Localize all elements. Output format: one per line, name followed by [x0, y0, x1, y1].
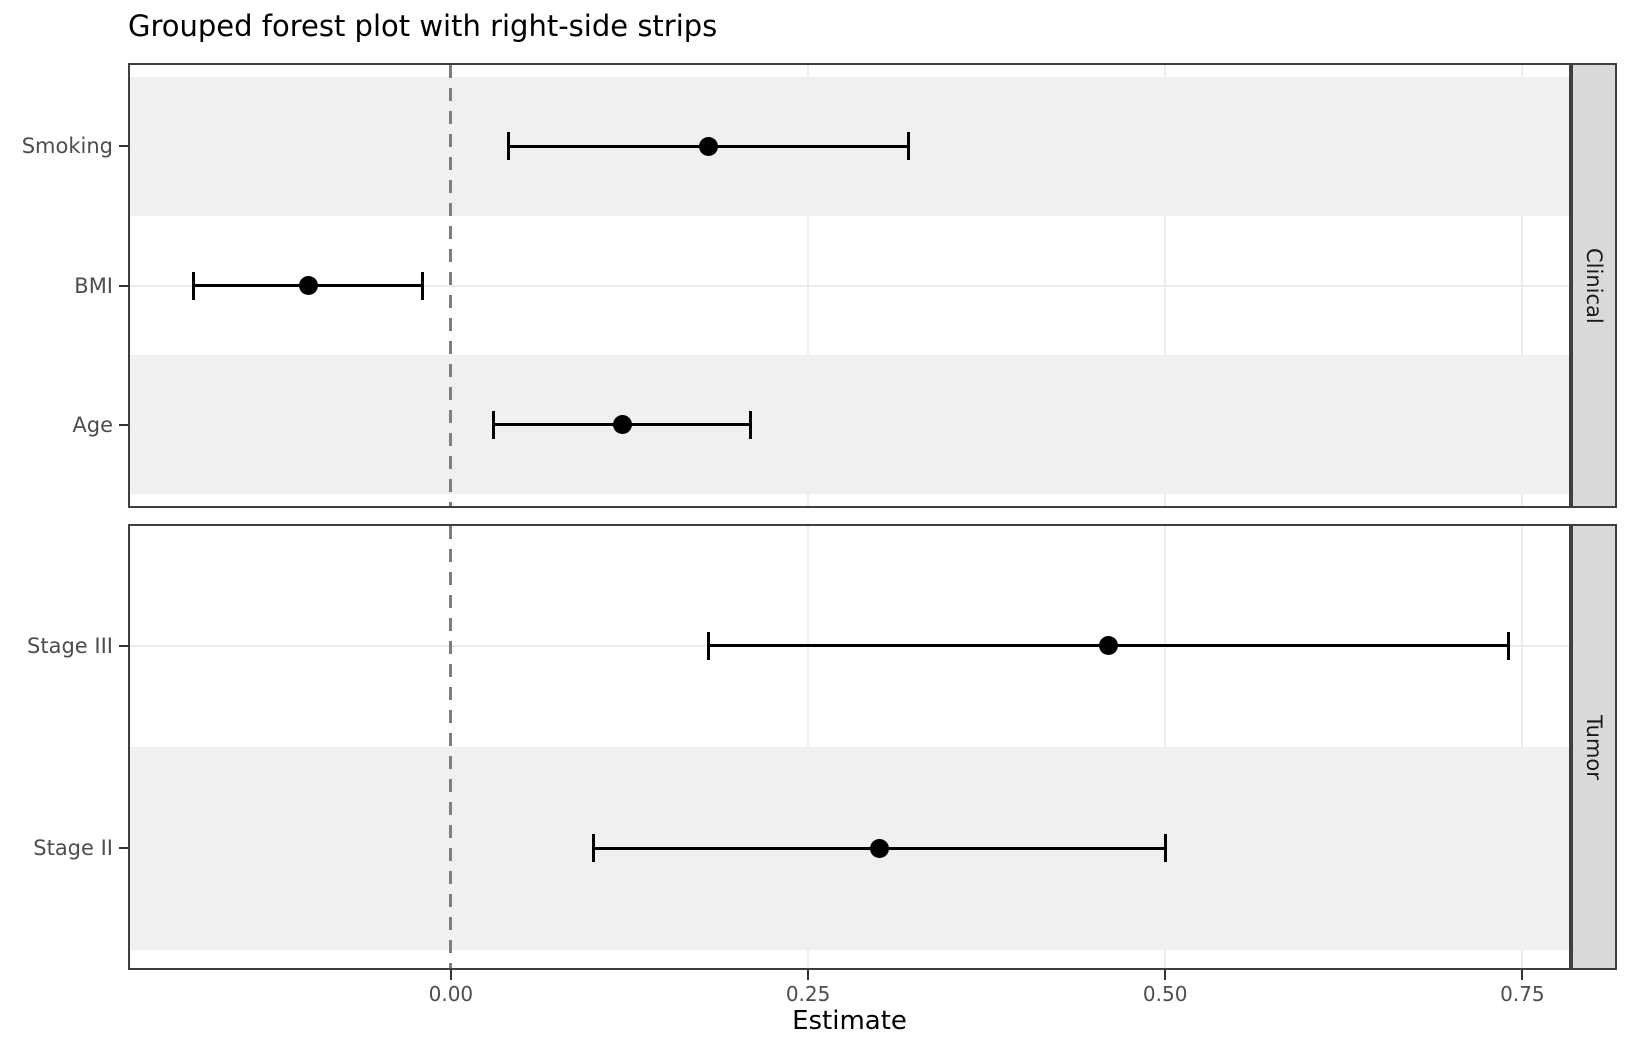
ci-cap-upper [906, 132, 910, 161]
x-axis-tick-label: 0.75 [1500, 982, 1545, 1006]
y-axis-tick [119, 284, 129, 287]
y-axis-tick [119, 847, 129, 850]
chart-title: Grouped forest plot with right-side stri… [128, 9, 718, 43]
ci-cap-lower [506, 132, 510, 161]
ci-cap-lower [492, 410, 496, 439]
facet-strip-label: Clinical [1582, 247, 1606, 324]
ci-cap-lower [192, 271, 196, 300]
y-axis-label: Age [72, 412, 113, 437]
x-axis-tick [1164, 970, 1167, 980]
x-axis-tick-label: 0.00 [428, 982, 474, 1006]
y-axis-tick [119, 145, 129, 148]
facet-strip-label: Tumor [1582, 714, 1606, 780]
point-estimate [298, 276, 318, 295]
ci-cap-lower [706, 631, 710, 660]
x-axis-title: Estimate [792, 1006, 907, 1036]
y-axis-label: Smoking [21, 134, 113, 159]
ci-cap-lower [592, 834, 596, 863]
x-axis-tick-label: 0.50 [1142, 982, 1188, 1006]
y-axis-label: Stage III [27, 633, 113, 658]
zero-reference-line [449, 65, 453, 506]
ci-cap-upper [749, 410, 753, 439]
ci-cap-upper [420, 271, 424, 300]
gridline-y [130, 284, 1569, 287]
facet-strip: Clinical [1571, 63, 1617, 508]
zero-reference-line [449, 526, 453, 968]
gridline-x [807, 65, 810, 506]
x-axis-tick [807, 970, 810, 980]
ci-cap-upper [1163, 834, 1167, 863]
ci-cap-upper [1506, 631, 1510, 660]
point-estimate [1098, 636, 1118, 656]
x-axis-tick [449, 970, 452, 980]
facet-panel [128, 524, 1571, 970]
y-axis-tick [119, 644, 129, 647]
facet-panel [128, 63, 1571, 508]
y-axis-label: Stage II [33, 836, 113, 861]
gridline-x [1164, 65, 1167, 506]
point-estimate [870, 838, 889, 858]
point-estimate [698, 136, 718, 156]
gridline-x [1521, 65, 1524, 506]
x-axis-tick-label: 0.25 [785, 982, 831, 1006]
point-estimate [612, 415, 632, 435]
y-axis-tick [119, 423, 129, 426]
zebra-band [130, 355, 1569, 495]
x-axis-tick [1521, 970, 1524, 980]
y-axis-label: BMI [74, 273, 113, 298]
facet-strip: Tumor [1571, 524, 1617, 970]
